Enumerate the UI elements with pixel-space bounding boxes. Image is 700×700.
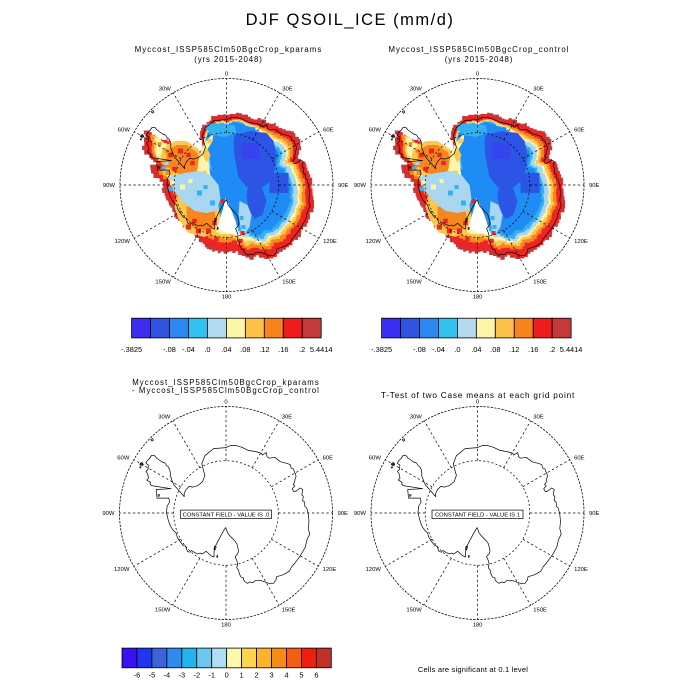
svg-text:-3: -3 [179, 671, 186, 680]
svg-text:-.08: -.08 [413, 345, 426, 354]
svg-text:.12: .12 [509, 345, 519, 354]
svg-text:3: 3 [269, 671, 273, 680]
svg-text:1: 1 [240, 671, 244, 680]
svg-text:-.08: -.08 [163, 345, 176, 354]
svg-text:-.04: -.04 [432, 345, 445, 354]
svg-text:CONSTANT FIELD - VALUE IS 1: CONSTANT FIELD - VALUE IS 1 [435, 512, 520, 518]
svg-text:-2: -2 [194, 671, 201, 680]
svg-text:.2: .2 [299, 345, 305, 354]
svg-text:CONSTANT FIELD - VALUE IS .0: CONSTANT FIELD - VALUE IS .0 [183, 512, 270, 518]
svg-text:.04: .04 [221, 345, 231, 354]
svg-text:4: 4 [284, 671, 288, 680]
svg-text:.16: .16 [278, 345, 288, 354]
svg-text:.12: .12 [259, 345, 269, 354]
svg-text:6: 6 [314, 671, 318, 680]
svg-text:.08: .08 [490, 345, 500, 354]
svg-text:-.3825: -.3825 [371, 345, 392, 354]
svg-text:-1: -1 [208, 671, 215, 680]
svg-text:-.04: -.04 [182, 345, 195, 354]
svg-text:-5: -5 [149, 671, 156, 680]
svg-text:.04: .04 [471, 345, 481, 354]
svg-text:-.3825: -.3825 [121, 345, 142, 354]
svg-text:5: 5 [299, 671, 303, 680]
svg-text:5.4414: 5.4414 [310, 345, 333, 354]
svg-text:-4: -4 [164, 671, 171, 680]
svg-text:0: 0 [225, 671, 229, 680]
svg-text:.08: .08 [240, 345, 250, 354]
svg-text:.0: .0 [204, 345, 210, 354]
svg-text:2: 2 [255, 671, 259, 680]
svg-text:.16: .16 [528, 345, 538, 354]
svg-text:5.4414: 5.4414 [560, 345, 583, 354]
svg-text:-6: -6 [134, 671, 141, 680]
svg-text:.0: .0 [454, 345, 460, 354]
svg-text:.2: .2 [549, 345, 555, 354]
